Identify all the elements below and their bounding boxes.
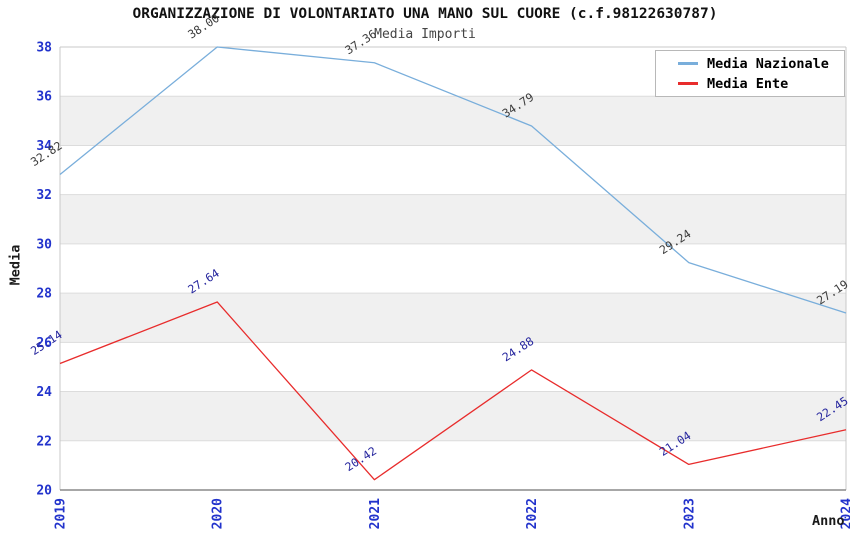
legend-label-media-ente: Media Ente	[707, 75, 789, 92]
y-tick-label: 26	[36, 336, 52, 351]
x-tick-label: 2020	[211, 498, 226, 529]
y-tick-label: 38	[36, 41, 52, 56]
y-tick-label: 28	[36, 287, 52, 302]
y-axis-title: Media	[7, 244, 24, 286]
x-tick-label: 2022	[525, 498, 540, 529]
grid-band	[60, 293, 846, 343]
data-label: 25.14	[28, 327, 65, 358]
y-tick-label: 34	[36, 139, 52, 154]
y-tick-label: 30	[36, 237, 52, 252]
y-axis-title-wrap: Media	[2, 150, 28, 380]
y-tick-label: 20	[36, 484, 52, 499]
chart-subtitle: Media Importi	[374, 27, 476, 42]
x-tick-label: 2019	[54, 498, 69, 529]
y-tick-label: 32	[36, 188, 52, 203]
grid-band	[60, 194, 846, 244]
chart-title: ORGANIZZAZIONE DI VOLONTARIATO UNA MANO …	[132, 6, 718, 22]
y-tick-label: 22	[36, 434, 52, 449]
y-tick-label: 36	[36, 90, 52, 105]
grid-band	[60, 391, 846, 441]
grid-band	[60, 243, 846, 294]
x-tick-label: 2023	[682, 498, 697, 529]
legend-item-media-nazionale: Media Nazionale	[678, 55, 844, 72]
legend-swatch-media-nazionale-icon	[678, 62, 698, 65]
legend: Media Nazionale Media Ente	[655, 50, 845, 97]
x-tick-label: 2024	[840, 498, 850, 529]
grid-band	[60, 440, 846, 490]
grid-band	[60, 96, 846, 146]
legend-swatch-media-ente-icon	[678, 82, 698, 85]
x-axis-title: Anno	[812, 513, 845, 529]
grid-band	[60, 342, 846, 392]
data-label: 38.00	[185, 11, 222, 42]
legend-label-media-nazionale: Media Nazionale	[707, 55, 829, 72]
x-tick-label: 2021	[368, 498, 383, 529]
series-line-media-ente	[59, 301, 847, 481]
legend-item-media-ente: Media Ente	[678, 75, 844, 92]
series-line-media-nazionale	[59, 46, 847, 314]
y-tick-label: 24	[36, 385, 52, 400]
grid-band	[60, 145, 846, 195]
